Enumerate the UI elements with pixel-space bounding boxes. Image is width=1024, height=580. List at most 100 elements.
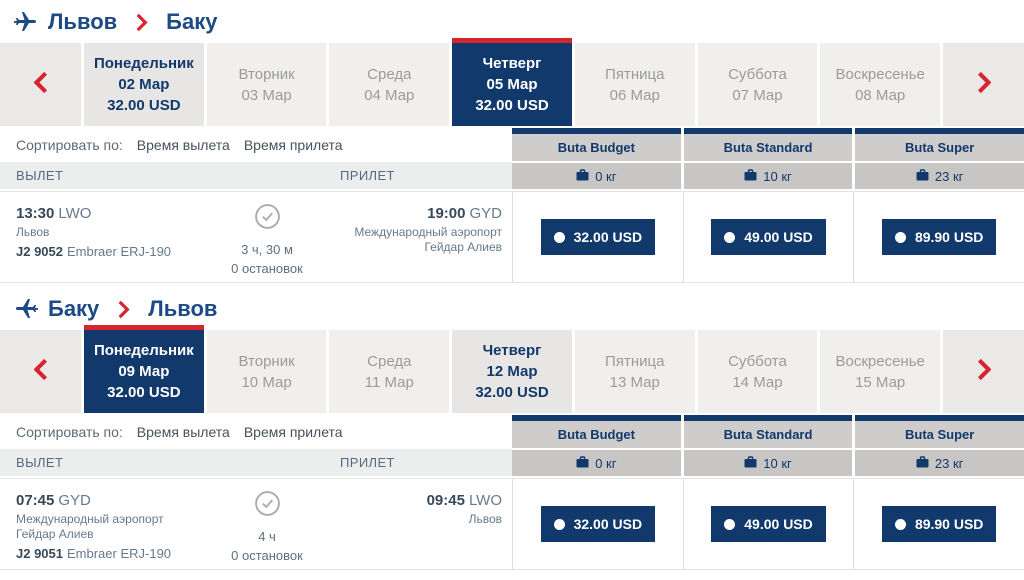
route-header: Баку Львов — [0, 287, 1024, 330]
day-name: Среда — [367, 352, 412, 370]
baggage-weight: 0 кг — [595, 168, 617, 184]
arrival-airport-name: Международный аэропорт Гейдар Алиев — [354, 225, 502, 254]
sort-and-table-headers: Сортировать по: Время вылета Время приле… — [0, 415, 512, 476]
price-select-button[interactable]: 89.90 USD — [881, 219, 997, 255]
day-name: Понедельник — [93, 55, 194, 72]
flight-row: 07:45 GYD Международный аэропорт Гейдар А… — [0, 478, 1024, 570]
baggage-weight: 0 кг — [595, 455, 617, 471]
fare-column-header: Buta Super — [855, 415, 1024, 448]
radio-dot-icon — [553, 518, 565, 530]
arrival-airport-name: Львов — [468, 512, 502, 526]
radio-dot-icon — [724, 518, 736, 530]
day-tab[interactable]: Вторник 03 Мар — [206, 43, 327, 126]
prev-days-button[interactable] — [0, 330, 81, 413]
stops-count: 0 остановок — [231, 548, 303, 563]
next-days-button[interactable] — [943, 43, 1024, 126]
baggage-allowance: 10 кг — [683, 163, 853, 189]
day-tab[interactable]: Воскресенье 08 Мар — [820, 43, 941, 126]
day-tab[interactable]: Четверг 05 Мар 32.00 USD — [452, 38, 572, 126]
price-label: 32.00 USD — [573, 229, 643, 245]
day-tab[interactable]: Пятница 06 Мар — [574, 43, 695, 126]
day-tab[interactable]: Среда 11 Мар — [329, 330, 450, 413]
day-date: 15 Мар — [855, 373, 906, 391]
baggage-icon — [916, 455, 929, 471]
price-cell: 49.00 USD — [682, 479, 854, 569]
day-date: 02 Мар — [118, 76, 170, 93]
day-tab[interactable]: Воскресенье 15 Мар — [820, 330, 941, 413]
arrival-info: 09:45 LWO Львов — [322, 479, 512, 569]
day-price: 32.00 USD — [107, 97, 181, 114]
table-header-row: ВЫЛЕТ ПРИЛЕТ — [0, 162, 512, 189]
day-price: 32.00 USD — [475, 384, 549, 401]
baggage-icon — [576, 168, 589, 184]
plane-icon — [13, 297, 39, 321]
sort-option-departure-time[interactable]: Время вылета — [136, 424, 230, 440]
route-from: Львов — [48, 8, 118, 34]
arrival-column-header: ПРИЛЕТ — [340, 168, 395, 183]
check-circle-icon — [254, 203, 281, 240]
baggage-allowance: 10 кг — [683, 450, 853, 476]
aircraft-type: Embraer ERJ-190 — [67, 546, 172, 561]
sort-option-departure-time[interactable]: Время вылета — [136, 137, 230, 153]
table-header-row: ВЫЛЕТ ПРИЛЕТ — [0, 449, 512, 476]
day-name: Вторник — [238, 65, 295, 83]
price-select-button[interactable]: 32.00 USD — [540, 219, 656, 255]
fare-column-header: Buta Budget — [512, 128, 681, 161]
chevron-right-icon — [117, 298, 130, 319]
baggage-weight: 23 кг — [934, 168, 964, 184]
day-date: 13 Мар — [609, 373, 660, 391]
arrival-info: 19:00 GYD Международный аэропорт Гейдар А… — [322, 192, 512, 282]
sort-and-table-headers: Сортировать по: Время вылета Время приле… — [0, 128, 512, 189]
next-days-button[interactable] — [943, 330, 1024, 413]
fare-column-header: Buta Standard — [683, 415, 853, 448]
duration-info: 3 ч, 30 м 0 остановок — [212, 192, 322, 282]
day-name: Четверг — [482, 342, 542, 359]
fare-columns: Buta Budget 0 кг Buta Standard 10 кг But… — [512, 415, 1024, 476]
day-strip: Понедельник 02 Мар 32.00 USD Вторник 03 … — [0, 38, 1024, 126]
results-header-row: Сортировать по: Время вылета Время приле… — [0, 128, 1024, 189]
day-tab[interactable]: Пятница 13 Мар — [574, 330, 695, 413]
day-tab[interactable]: Суббота 14 Мар — [697, 330, 818, 413]
baggage-weight: 10 кг — [763, 168, 792, 184]
day-tab[interactable]: Среда 04 Мар — [329, 43, 450, 126]
baggage-allowance: 23 кг — [855, 163, 1024, 189]
departure-column-header: ВЫЛЕТ — [16, 455, 64, 470]
price-select-button[interactable]: 49.00 USD — [711, 506, 826, 542]
arrival-airport-code: GYD — [469, 205, 502, 222]
duration-info: 4 ч 0 остановок — [212, 479, 322, 569]
prev-days-button[interactable] — [0, 43, 81, 126]
sort-label: Сортировать по: — [16, 137, 123, 153]
day-tab[interactable]: Суббота 07 Мар — [697, 43, 818, 126]
day-date: 06 Мар — [609, 86, 660, 104]
chevron-right-icon — [135, 11, 148, 32]
departure-airport-code: LWO — [58, 205, 92, 222]
day-tab[interactable]: Понедельник 09 Мар 32.00 USD — [84, 325, 204, 413]
flight-leg: Баку Львов Понедельник 09 Мар 32.00 USD … — [0, 287, 1024, 570]
flight-details: 13:30 LWO Львов J2 9052 Embraer ERJ-190 3 … — [0, 192, 512, 282]
arrival-time: 19:00 — [427, 205, 466, 222]
departure-info: 07:45 GYD Международный аэропорт Гейдар А… — [0, 479, 212, 569]
day-tab[interactable]: Вторник 10 Мар — [206, 330, 327, 413]
price-select-button[interactable]: 32.00 USD — [540, 506, 656, 542]
price-cell: 89.90 USD — [853, 479, 1024, 569]
flight-duration: 3 ч, 30 м — [241, 242, 293, 257]
flight-number-line: J2 9051 Embraer ERJ-190 — [16, 546, 212, 561]
departure-time: 13:30 — [16, 205, 55, 222]
sort-option-arrival-time[interactable]: Время прилета — [243, 137, 343, 153]
results-header-row: Сортировать по: Время вылета Время приле… — [0, 415, 1024, 476]
baggage-weight: 23 кг — [934, 455, 964, 471]
day-date: 14 Мар — [732, 373, 783, 391]
price-select-button[interactable]: 49.00 USD — [711, 219, 826, 255]
baggage-allowance: 23 кг — [855, 450, 1024, 476]
price-select-button[interactable]: 89.90 USD — [881, 506, 997, 542]
radio-dot-icon — [553, 231, 565, 243]
day-date: 11 Мар — [364, 373, 414, 391]
flight-number-line: J2 9052 Embraer ERJ-190 — [16, 244, 212, 259]
fare-column: Buta Super 23 кг — [855, 128, 1024, 189]
day-tab[interactable]: Четверг 12 Мар 32.00 USD — [452, 330, 572, 413]
day-name: Четверг — [482, 55, 542, 72]
baggage-icon — [744, 168, 757, 184]
day-tab[interactable]: Понедельник 02 Мар 32.00 USD — [84, 43, 204, 126]
sort-option-arrival-time[interactable]: Время прилета — [243, 424, 343, 440]
baggage-weight: 10 кг — [763, 455, 792, 471]
